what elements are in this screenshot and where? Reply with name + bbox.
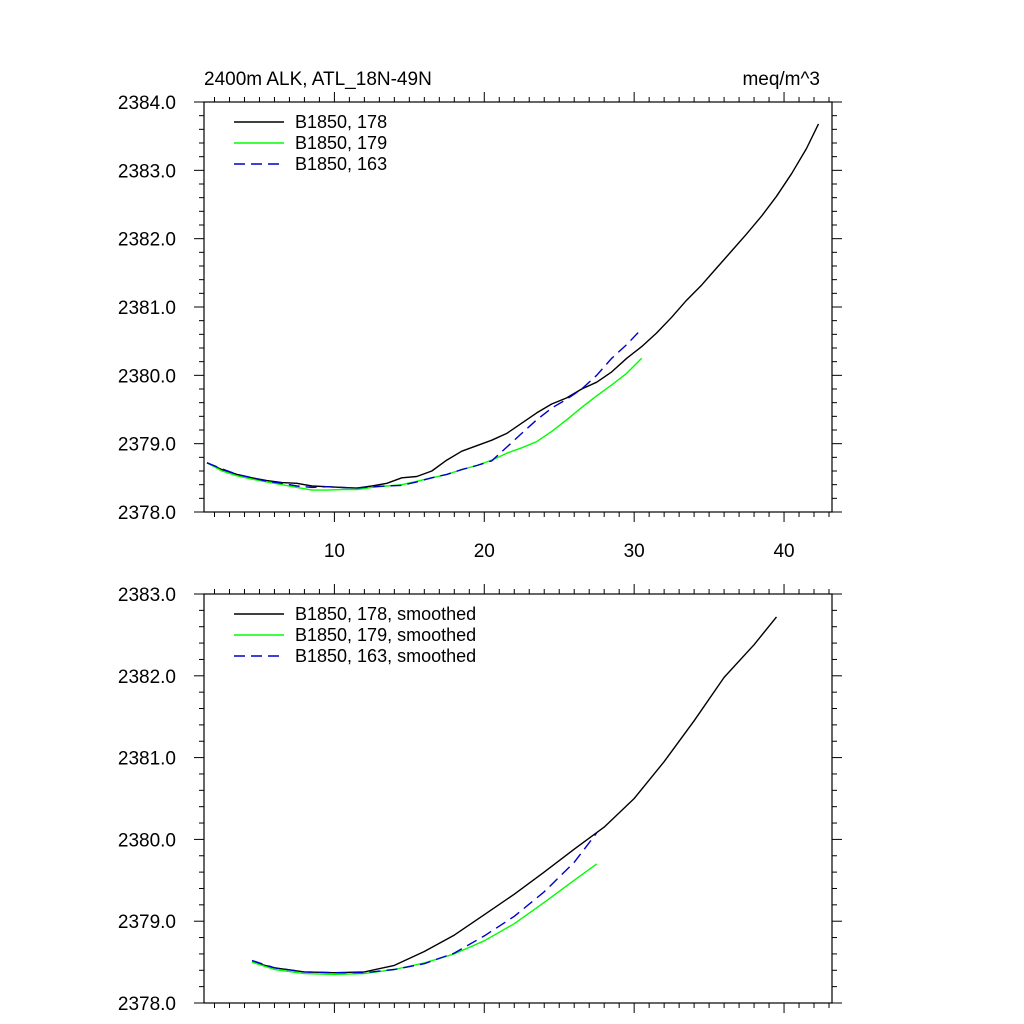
y-tick-label: 2384.0 (118, 93, 176, 114)
legend-label-2: B1850, 179, smoothed (295, 625, 476, 645)
x-tick-label: 40 (773, 541, 794, 562)
y-tick-label: 2382.0 (118, 230, 176, 251)
series-line-3 (251, 832, 598, 974)
series-line-2 (251, 863, 598, 976)
series-line-2 (206, 357, 643, 491)
y-tick-label: 2380.0 (118, 366, 176, 387)
x-tick-label: 20 (474, 541, 495, 562)
y-tick-label: 2378.0 (118, 994, 176, 1015)
legend-label-3: B1850, 163 (295, 154, 387, 174)
plot-frame (203, 593, 833, 1004)
y-tick-label: 2383.0 (118, 161, 176, 182)
y-tick-label: 2379.0 (118, 912, 176, 933)
x-tick-label: 30 (624, 541, 645, 562)
chart-title: 2400m ALK, ATL_18N-49N (204, 69, 432, 90)
legend-label-2: B1850, 179 (295, 133, 387, 153)
legend-label-1: B1850, 178, smoothed (295, 604, 476, 624)
y-tick-label: 2380.0 (118, 830, 176, 851)
y-tick-label: 2382.0 (118, 667, 176, 688)
y-tick-label: 2379.0 (118, 435, 176, 456)
y-tick-label: 2381.0 (118, 298, 176, 319)
series-line-1 (206, 123, 820, 489)
y-tick-label: 2378.0 (118, 503, 176, 524)
y-tick-label: 2381.0 (118, 749, 176, 770)
x-tick-label: 10 (324, 541, 345, 562)
series-line-3 (206, 328, 643, 489)
series-line-1 (251, 616, 778, 974)
bottom-panel: 2378.0 2379.0 2380.0 2381.0 2382.0 2383.0 B185… (118, 584, 842, 1015)
units-label: meq/m^3 (742, 69, 820, 90)
legend-label-1: B1850, 178 (295, 112, 387, 132)
legend-label-3: B1850, 163, smoothed (295, 646, 476, 666)
top-panel: 10 20 30 40 2378.0 2379.0 2380.0 2381.0 2382.0 23… (118, 69, 842, 562)
y-tick-label: 2383.0 (118, 585, 176, 606)
